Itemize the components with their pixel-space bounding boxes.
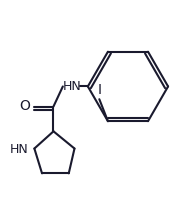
Text: HN: HN (62, 80, 81, 93)
Text: I: I (97, 83, 101, 97)
Text: HN: HN (10, 143, 29, 156)
Text: O: O (20, 99, 31, 114)
